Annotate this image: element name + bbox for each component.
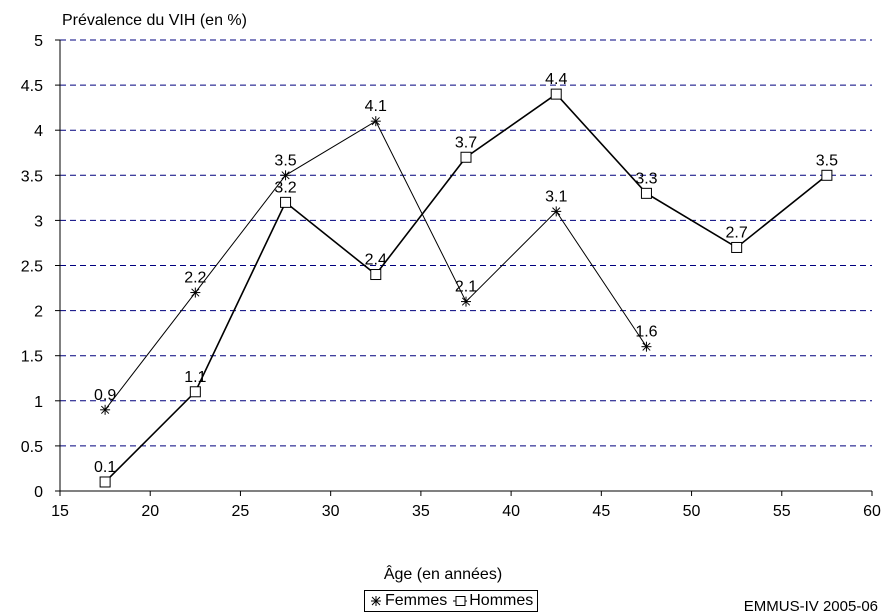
data-label-femmes: 2.1 <box>455 279 477 296</box>
y-tick-label: 3.5 <box>21 168 43 185</box>
y-tick-label: 5 <box>34 33 43 50</box>
data-label-femmes: 4.1 <box>365 98 387 115</box>
source-note: EMMUS-IV 2005-06 <box>743 598 878 615</box>
data-point-femmes <box>641 341 652 352</box>
legend-label-femmes: Femmes <box>385 592 448 609</box>
x-tick-label: 20 <box>141 503 159 520</box>
data-point-hommes <box>280 196 292 208</box>
y-tick-label: 3 <box>34 213 43 230</box>
data-point-femmes <box>370 116 381 127</box>
y-tick-label: 2.5 <box>21 259 43 276</box>
x-axis-title: Âge (en années) <box>383 566 503 583</box>
data-point-femmes <box>280 170 291 181</box>
data-point-hommes <box>99 476 111 488</box>
data-point-hommes <box>370 269 382 281</box>
x-tick-label: 25 <box>232 503 250 520</box>
x-tick-label: 30 <box>322 503 340 520</box>
data-label-hommes: 3.3 <box>635 170 657 187</box>
data-label-femmes: 0.9 <box>94 387 116 404</box>
y-tick-label: 0 <box>34 484 43 501</box>
star-marker-icon <box>371 596 381 606</box>
x-tick-label: 45 <box>592 503 610 520</box>
data-label-femmes: 3.1 <box>545 188 567 205</box>
data-point-hommes <box>821 169 833 181</box>
x-tick-label: 40 <box>502 503 520 520</box>
data-label-femmes: 3.5 <box>274 152 296 169</box>
x-tick-label: 50 <box>683 503 701 520</box>
y-tick-label: 1 <box>34 394 43 411</box>
y-tick-label: 2 <box>34 304 43 321</box>
x-tick-label: 55 <box>773 503 791 520</box>
data-point-hommes <box>460 151 472 163</box>
x-tick-label: 60 <box>863 503 881 520</box>
data-label-hommes: 3.2 <box>274 179 296 196</box>
y-tick-label: 0.5 <box>21 439 43 456</box>
square-marker-icon <box>453 596 468 606</box>
data-point-femmes <box>190 287 201 298</box>
data-label-hommes: 1.1 <box>184 369 206 386</box>
data-label-hommes: 4.4 <box>545 71 567 88</box>
y-tick-label: 1.5 <box>21 349 43 366</box>
data-label-hommes: 0.1 <box>94 459 116 476</box>
x-tick-label: 15 <box>51 503 69 520</box>
y-axis-title: Prévalence du VIH (en %) <box>62 12 247 29</box>
data-label-hommes: 2.7 <box>726 224 748 241</box>
data-point-hommes <box>189 386 201 398</box>
data-point-femmes <box>551 206 562 217</box>
legend: Femmes Hommes <box>364 590 539 612</box>
legend-item-femmes: Femmes <box>369 592 447 610</box>
data-label-femmes: 1.6 <box>635 324 657 341</box>
data-label-hommes: 3.7 <box>455 134 477 151</box>
data-point-hommes <box>550 88 562 100</box>
data-label-femmes: 2.2 <box>184 270 206 287</box>
data-point-femmes <box>461 296 471 307</box>
data-point-hommes <box>731 241 743 253</box>
x-tick-label: 35 <box>412 503 430 520</box>
legend-item-hommes: Hommes <box>453 592 533 610</box>
data-point-hommes <box>640 187 652 199</box>
data-point-femmes <box>100 404 111 415</box>
legend-label-hommes: Hommes <box>469 592 534 609</box>
data-label-hommes: 3.5 <box>816 152 838 169</box>
y-tick-label: 4 <box>34 123 43 140</box>
y-tick-label: 4.5 <box>21 78 43 95</box>
data-label-hommes: 2.4 <box>365 252 387 269</box>
